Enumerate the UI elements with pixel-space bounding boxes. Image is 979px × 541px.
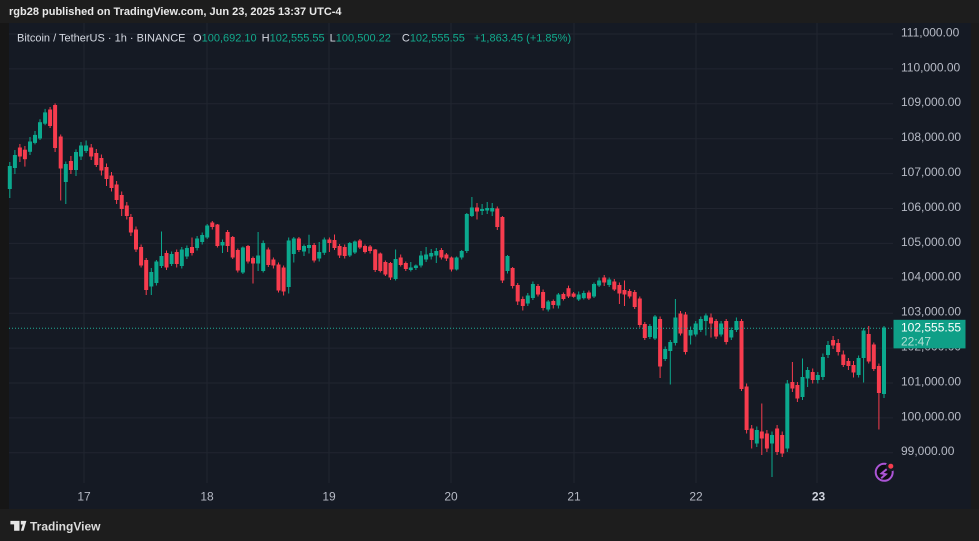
svg-text:23: 23: [812, 490, 826, 504]
svg-text:107,000.00: 107,000.00: [901, 165, 961, 179]
svg-text:100,000.00: 100,000.00: [901, 409, 961, 423]
svg-text:106,000.00: 106,000.00: [901, 200, 961, 214]
svg-text:20: 20: [444, 490, 458, 504]
svg-text:17: 17: [77, 490, 91, 504]
svg-text:Bitcoin / TetherUS · 1h · BINA: Bitcoin / TetherUS · 1h · BINANCE O100,69…: [17, 33, 571, 45]
svg-text:18: 18: [200, 490, 214, 504]
svg-text:105,000.00: 105,000.00: [901, 235, 961, 249]
svg-text:22:47: 22:47: [901, 334, 931, 348]
svg-text:21: 21: [567, 490, 581, 504]
svg-text:111,000.00: 111,000.00: [901, 25, 960, 39]
svg-text:104,000.00: 104,000.00: [901, 270, 961, 284]
svg-text:103,000.00: 103,000.00: [901, 305, 961, 319]
svg-text:108,000.00: 108,000.00: [901, 130, 961, 144]
svg-text:101,000.00: 101,000.00: [901, 374, 961, 388]
svg-text:109,000.00: 109,000.00: [901, 95, 961, 109]
svg-text:22: 22: [689, 490, 703, 504]
svg-text:110,000.00: 110,000.00: [901, 60, 960, 74]
svg-text:102,555.55: 102,555.55: [901, 320, 961, 334]
svg-text:99,000.00: 99,000.00: [901, 444, 955, 458]
svg-text:19: 19: [322, 490, 336, 504]
svg-text:TradingView: TradingView: [30, 519, 101, 533]
